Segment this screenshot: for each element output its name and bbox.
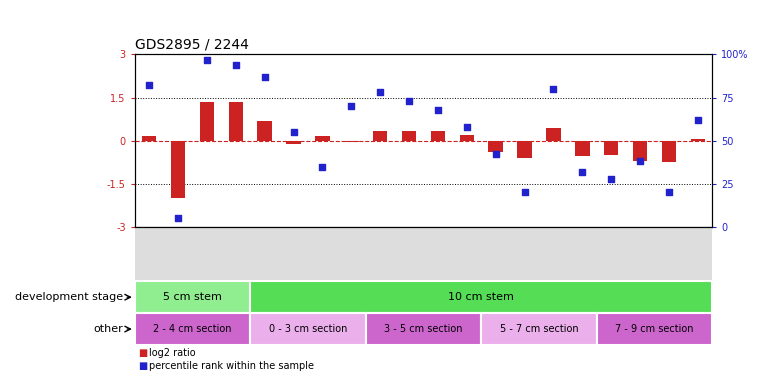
Point (490, 152, 502, 157)
Text: 10 cm stem: 10 cm stem (448, 292, 514, 302)
Point (663, 189, 675, 195)
Text: 5 cm stem: 5 cm stem (163, 292, 222, 302)
Text: 2 - 4 cm section: 2 - 4 cm section (153, 324, 232, 334)
Point (403, 98, 415, 104)
Bar (481, 313, 597, 345)
Text: GDS2895 / 2244: GDS2895 / 2244 (135, 38, 249, 52)
Bar (661, 141, 676, 162)
Text: other: other (93, 324, 123, 334)
Text: development stage: development stage (15, 292, 123, 302)
Text: 7 - 9 cm section: 7 - 9 cm section (615, 324, 694, 334)
Point (345, 103, 357, 109)
Bar (286, 141, 301, 144)
Point (518, 189, 531, 195)
Point (316, 164, 329, 170)
Text: percentile rank within the sample: percentile rank within the sample (149, 361, 313, 371)
Text: log2 ratio: log2 ratio (149, 348, 196, 358)
Point (374, 89, 387, 95)
Bar (171, 141, 186, 198)
Bar (575, 141, 590, 156)
Bar (546, 128, 561, 141)
Text: 5 - 7 cm section: 5 - 7 cm section (500, 324, 578, 334)
Point (432, 106, 444, 112)
Point (547, 86, 560, 92)
Bar (366, 313, 481, 345)
Point (287, 129, 300, 135)
Text: ■: ■ (139, 361, 148, 371)
Bar (315, 136, 330, 141)
Bar (430, 130, 445, 141)
Bar (142, 136, 156, 141)
Bar (135, 281, 250, 313)
Point (691, 117, 704, 123)
Text: 0 - 3 cm section: 0 - 3 cm section (269, 324, 347, 334)
Bar (250, 313, 366, 345)
Point (576, 169, 588, 175)
Text: ■: ■ (139, 348, 148, 358)
Point (143, 82, 156, 88)
Bar (257, 120, 272, 141)
Text: 3 - 5 cm section: 3 - 5 cm section (384, 324, 463, 334)
Point (259, 74, 271, 80)
Bar (402, 130, 417, 141)
Bar (517, 141, 532, 158)
Bar (135, 313, 250, 345)
Bar (199, 102, 214, 141)
Bar (373, 130, 387, 141)
Bar (460, 135, 474, 141)
Point (201, 57, 213, 63)
Point (172, 215, 184, 221)
Bar (229, 102, 243, 141)
Bar (250, 281, 712, 313)
Point (460, 124, 473, 130)
Bar (604, 141, 618, 155)
Bar (597, 313, 712, 345)
Bar (691, 139, 705, 141)
Bar (344, 141, 359, 142)
Point (229, 62, 242, 68)
Point (634, 158, 646, 164)
Bar (488, 141, 503, 152)
Bar (633, 141, 648, 161)
Point (605, 176, 618, 181)
